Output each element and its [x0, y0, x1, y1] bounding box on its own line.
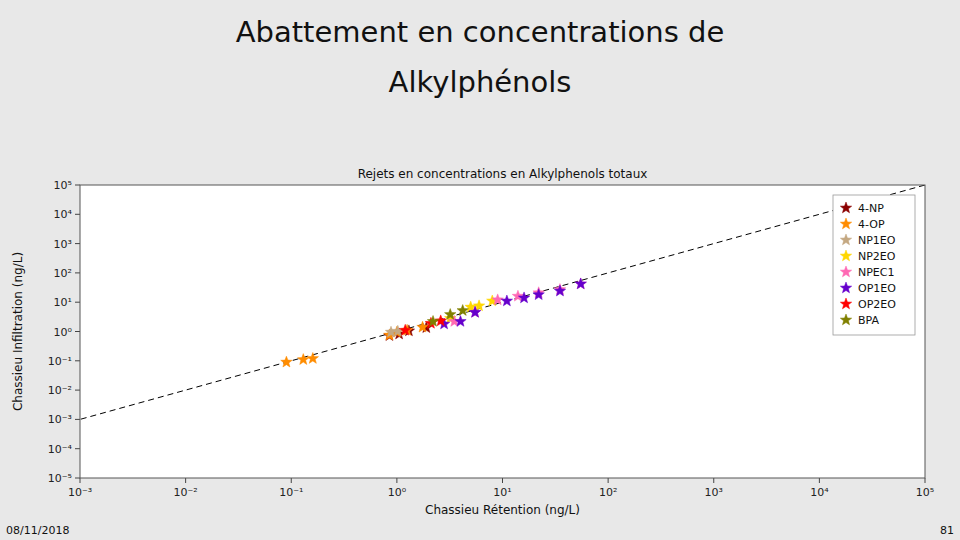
point [455, 315, 466, 326]
y-tick-label: 10⁻² [48, 384, 72, 397]
series [427, 305, 468, 327]
point [501, 295, 512, 306]
x-tick-label: 10⁻¹ [279, 486, 303, 499]
legend-label: 4-OP [858, 218, 885, 231]
x-tick [396, 478, 397, 483]
y-tick-label: 10³ [54, 238, 72, 251]
point [427, 315, 438, 326]
y-tick [75, 419, 80, 420]
legend-marker [840, 234, 851, 245]
legend-marker [840, 314, 851, 325]
plot-area [80, 185, 925, 478]
legend-label: NP2EO [858, 250, 896, 263]
legend-marker [840, 282, 851, 293]
y-tick-label: 10⁰ [54, 326, 73, 339]
point [469, 306, 480, 317]
y-tick [75, 478, 80, 479]
x-tick [819, 478, 820, 483]
legend-marker [840, 266, 851, 277]
point [575, 278, 586, 289]
y-tick [75, 214, 80, 215]
y-tick [75, 272, 80, 273]
x-tick [713, 478, 714, 483]
series [438, 278, 586, 329]
y-tick-label: 10⁻⁵ [48, 472, 72, 485]
y-tick-label: 10² [54, 267, 72, 280]
y-tick [75, 360, 80, 361]
y-tick-label: 10⁴ [54, 208, 73, 221]
series [400, 315, 447, 335]
main-title: Alkylphénols [389, 65, 572, 99]
series [281, 321, 429, 367]
x-tick-label: 10² [599, 486, 617, 499]
point [518, 292, 529, 303]
point [445, 309, 456, 320]
y-tick [75, 243, 80, 244]
legend-label: NP1EO [858, 234, 896, 247]
y-axis-label: Chassieu Infiltration (ng/L) [11, 252, 25, 411]
legend-label: 4-NP [858, 202, 884, 215]
point [554, 285, 565, 296]
x-tick [291, 478, 292, 483]
point [575, 278, 586, 289]
y-tick [75, 331, 80, 332]
background [0, 0, 960, 540]
point [307, 352, 318, 363]
x-tick-label: 10¹ [493, 486, 511, 499]
point [400, 324, 411, 335]
point [457, 305, 468, 316]
series [384, 322, 432, 341]
plot-title: Rejets en concentrations en Alkylphenols… [358, 167, 648, 181]
x-tick [608, 478, 609, 483]
x-tick [925, 478, 926, 483]
y-tick [75, 448, 80, 449]
y-tick [75, 185, 80, 186]
legend-box [833, 195, 915, 335]
legend-marker [840, 298, 851, 309]
legend-label: NPEC1 [858, 266, 895, 279]
legend-label: OP1EO [858, 282, 896, 295]
x-axis-label: Chassieu Rétention (ng/L) [425, 503, 580, 517]
series [449, 278, 587, 326]
x-tick-label: 10⁴ [810, 486, 829, 499]
footer-text: 08/11/2018 [6, 524, 69, 537]
x-tick [185, 478, 186, 483]
x-tick [502, 478, 503, 483]
legend: 4-NP 4-OP NP1EO NP2EO NPEC1 OP1EO OP2EO BPA [833, 195, 915, 335]
y-tick [75, 302, 80, 303]
main-title: Abattement en concentrations de [236, 15, 725, 49]
plot-marks [80, 185, 925, 478]
point [298, 354, 309, 365]
x-tick-label: 10⁻² [174, 486, 198, 499]
chart: Abattement en concentrations de Alkylphén… [0, 0, 960, 540]
legend-marker [840, 202, 851, 213]
y-tick-label: 10⁻³ [48, 413, 72, 426]
x-tick [80, 478, 81, 483]
y-tick-label: 10⁻⁴ [48, 443, 73, 456]
identity-line [80, 185, 925, 478]
x-tick-label: 10⁵ [916, 486, 934, 499]
x-tick-label: 10⁰ [388, 486, 407, 499]
point [469, 306, 480, 317]
point [533, 289, 544, 300]
footer-text: 81 [940, 524, 954, 537]
x-tick-label: 10⁻³ [68, 486, 92, 499]
legend-label: BPA [858, 314, 879, 327]
point [281, 356, 292, 367]
plot-frame [80, 185, 925, 478]
x-tick-label: 10³ [705, 486, 723, 499]
legend-marker [840, 218, 851, 229]
y-tick-label: 10⁻¹ [48, 355, 72, 368]
series [445, 295, 498, 323]
legend-label: OP2EO [858, 298, 896, 311]
y-tick-label: 10¹ [54, 296, 72, 309]
y-tick [75, 390, 80, 391]
legend-marker [840, 250, 851, 261]
y-tick-label: 10⁵ [54, 179, 72, 192]
series [385, 325, 403, 337]
